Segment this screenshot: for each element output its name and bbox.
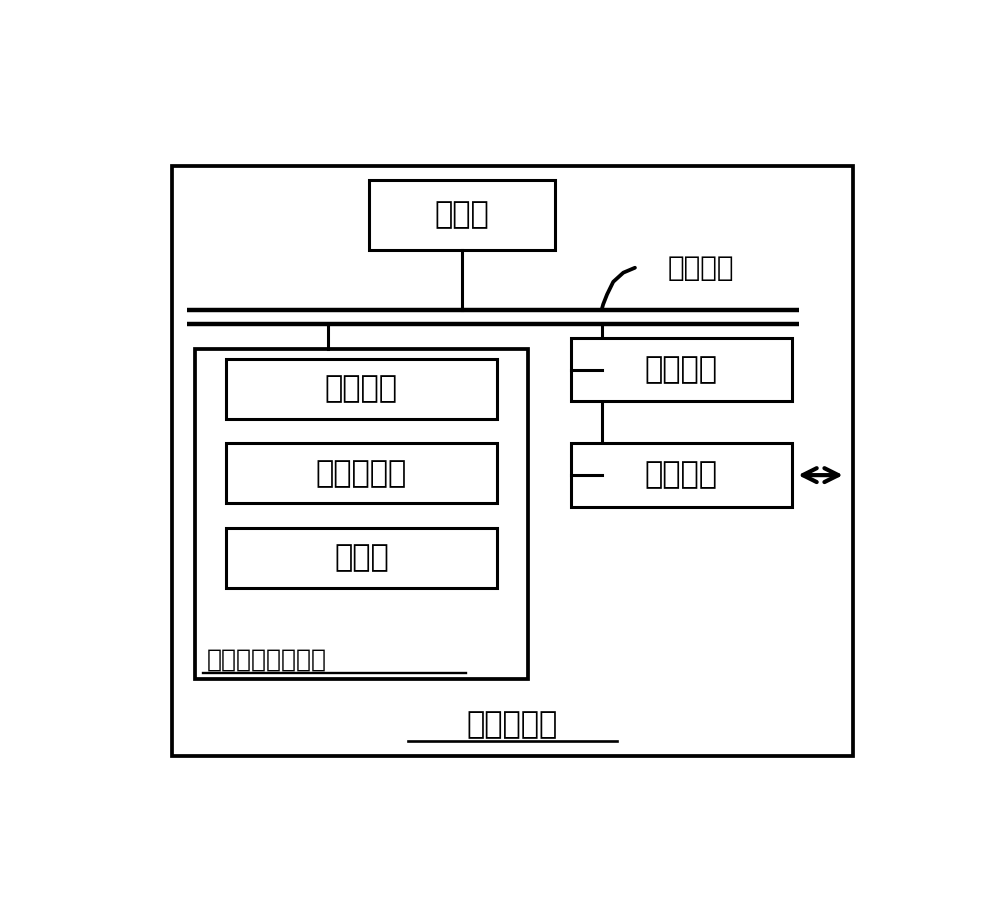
Text: 操作系统: 操作系统 [325, 374, 398, 404]
Bar [226, 528, 497, 588]
Bar [369, 180, 555, 250]
Text: 计算机设备: 计算机设备 [467, 710, 558, 740]
Text: 网络接口: 网络接口 [645, 461, 718, 489]
Bar [226, 444, 497, 503]
Bar [571, 444, 792, 507]
Text: 内存储器: 内存储器 [645, 355, 718, 384]
Text: 非易失性存储介质: 非易失性存储介质 [206, 647, 326, 671]
Bar [172, 166, 853, 756]
Text: 系统总线: 系统总线 [668, 254, 734, 282]
Bar [571, 338, 792, 402]
Bar [226, 359, 497, 419]
Text: 数据库: 数据库 [334, 543, 389, 572]
Text: 处理器: 处理器 [435, 201, 490, 229]
Text: 计算机程序: 计算机程序 [316, 459, 407, 488]
Bar [195, 349, 528, 679]
